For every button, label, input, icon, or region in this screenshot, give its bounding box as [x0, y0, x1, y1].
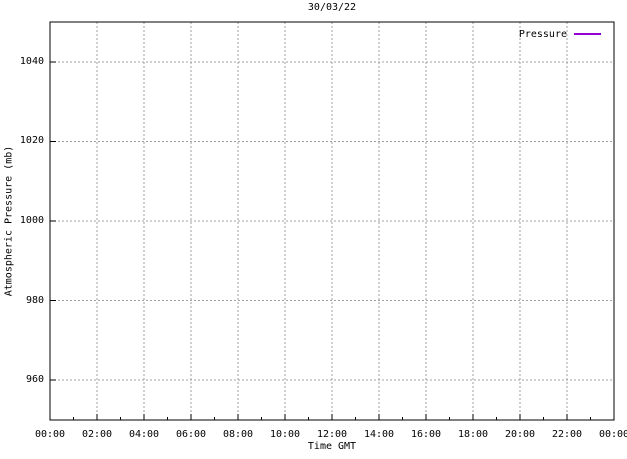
y-tick-label: 1020	[19, 135, 44, 147]
x-tick-label: 00:00	[34, 429, 66, 440]
x-tick-label: 18:00	[457, 429, 489, 440]
chart-title: 30/03/22	[307, 2, 357, 13]
x-tick-label: 16:00	[410, 429, 442, 440]
x-tick-label: 12:00	[316, 429, 348, 440]
x-tick-label: 06:00	[175, 429, 207, 440]
x-tick-label: 14:00	[363, 429, 395, 440]
x-tick-label: 10:00	[269, 429, 301, 440]
legend: Pressure	[450, 28, 601, 40]
y-tick-label: 1000	[19, 215, 44, 226]
y-tick-label: 980	[25, 294, 44, 306]
y-tick-label: 1040	[19, 55, 44, 67]
x-axis-label: Time GMT	[307, 441, 357, 452]
y-tick-label: 960	[25, 374, 44, 386]
legend-line-sample	[574, 33, 601, 35]
x-tick-label: 04:00	[128, 429, 160, 440]
x-tick-label: 08:00	[222, 429, 254, 440]
x-tick-label: 02:00	[81, 429, 113, 440]
x-tick-label: 22:00	[551, 429, 583, 440]
x-tick-label: 20:00	[504, 429, 536, 440]
legend-label: Pressure	[518, 28, 567, 40]
x-tick-label: 00:00	[598, 429, 627, 440]
